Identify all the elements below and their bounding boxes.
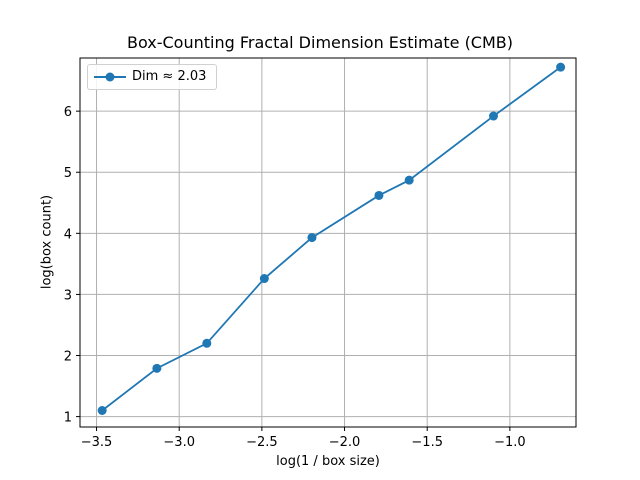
legend-line-marker-icon — [94, 72, 126, 82]
data-point-marker — [97, 406, 107, 416]
y-tick-label: 2 — [64, 350, 72, 365]
y-tick-label: 6 — [64, 105, 72, 120]
y-axis-label: log(box count) — [39, 194, 55, 290]
data-point-marker — [202, 338, 212, 348]
x-tick-label: −1.5 — [411, 435, 443, 450]
y-tick-label: 3 — [64, 288, 72, 303]
y-tick-label: 5 — [64, 166, 72, 181]
legend-label: Dim ≈ 2.03 — [132, 69, 207, 84]
data-point-marker — [488, 111, 498, 121]
data-point-marker — [259, 274, 269, 284]
x-tick-label: −1.0 — [494, 435, 526, 450]
x-tick-label: −2.0 — [329, 435, 361, 450]
x-tick-label: −3.0 — [163, 435, 195, 450]
data-point-marker — [556, 62, 566, 72]
x-axis-label: log(1 / box size) — [276, 454, 380, 469]
axes-frame — [79, 57, 577, 428]
y-tick-label: 1 — [64, 411, 72, 426]
chart-title: Box-Counting Fractal Dimension Estimate … — [126, 33, 513, 52]
axis-ticks: −3.5 −3.0 −2.5 −2.0 −1.5 −1.0 1 2 3 4 5 6 — [64, 105, 526, 450]
data-point-marker — [404, 175, 414, 185]
data-point-marker — [374, 190, 384, 200]
y-tick-label: 4 — [64, 227, 72, 242]
legend: Dim ≈ 2.03 — [87, 64, 217, 90]
data-series — [97, 62, 566, 416]
data-point-marker — [307, 233, 317, 243]
data-point-marker — [152, 363, 162, 373]
x-tick-label: −3.5 — [81, 435, 113, 450]
grid-lines — [80, 58, 576, 427]
x-tick-label: −2.5 — [246, 435, 278, 450]
